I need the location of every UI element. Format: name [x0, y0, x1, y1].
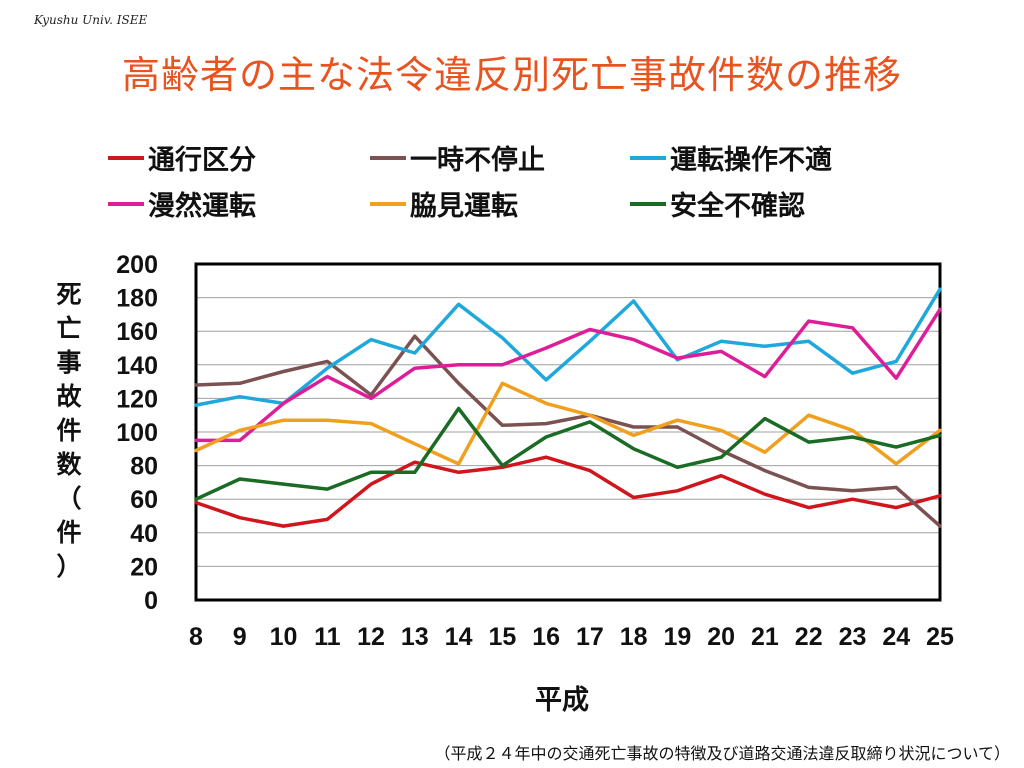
series-line-3: [194, 307, 942, 443]
legend-swatch-5: [630, 201, 666, 206]
x-tick-label: 19: [664, 623, 692, 651]
y-axis-label-char: 事: [56, 348, 82, 377]
series-line-4: [194, 381, 942, 466]
y-axis-label: 死亡事故件数（件）: [52, 278, 86, 584]
x-tick-label: 12: [357, 623, 385, 651]
series-line-1: [194, 334, 942, 528]
y-tick-label: 180: [116, 285, 158, 313]
y-tick-label: 20: [130, 553, 158, 581]
x-tick-label: 21: [751, 623, 779, 651]
organization-label: Kyushu Univ. ISEE: [34, 13, 148, 27]
x-tick-label: 24: [882, 623, 910, 651]
legend-item-4: 脇見運転: [370, 184, 518, 223]
y-axis-label-char: ）: [56, 552, 82, 581]
legend-swatch-3: [108, 201, 144, 206]
y-axis-label-char: 亡: [56, 314, 82, 343]
legend-label-3: 漫然運転: [148, 191, 256, 222]
legend-item-0: 通行区分: [108, 138, 256, 177]
x-tick-label: 9: [233, 623, 247, 651]
legend-item-2: 運転操作不適: [630, 138, 832, 177]
x-tick-label: 11: [314, 623, 341, 651]
x-tick-label: 10: [270, 623, 298, 651]
y-tick-label: 0: [144, 587, 158, 615]
y-axis-label-char: 数: [56, 450, 82, 479]
legend-swatch-1: [370, 155, 406, 160]
x-tick-label: 13: [401, 623, 429, 651]
y-axis-label-char: 件: [56, 416, 82, 445]
y-tick-label: 40: [130, 520, 158, 548]
series-line-0: [194, 455, 942, 528]
x-tick-label: 22: [795, 623, 823, 651]
x-tick-label: 18: [620, 623, 648, 651]
source-note: （平成２４年中の交通死亡事故の特徴及び道路交通法違反取締り状況について）: [434, 744, 1010, 763]
legend-swatch-0: [108, 155, 144, 160]
x-tick-label: 14: [445, 623, 473, 651]
y-tick-label: 160: [116, 318, 158, 346]
y-tick-label: 200: [116, 251, 158, 279]
legend-label-5: 安全不確認: [670, 191, 805, 222]
legend-swatch-2: [630, 155, 666, 160]
x-tick-label: 23: [839, 623, 867, 651]
legend-item-5: 安全不確認: [630, 184, 805, 223]
legend-item-1: 一時不停止: [370, 138, 545, 177]
y-tick-label: 100: [116, 419, 158, 447]
x-tick-label: 8: [189, 623, 203, 651]
x-tick-label: 15: [488, 623, 516, 651]
series-line-5: [194, 406, 942, 501]
legend-label-0: 通行区分: [148, 145, 256, 176]
y-axis-label-char: 件: [56, 518, 82, 547]
y-axis-label-char: （: [56, 484, 82, 513]
legend-label-1: 一時不停止: [410, 145, 545, 176]
y-axis-label-char: 死: [56, 280, 82, 309]
legend-swatch-4: [370, 201, 406, 206]
x-axis-label: 平成: [535, 685, 589, 716]
legend-label-2: 運転操作不適: [670, 145, 832, 176]
y-tick-label: 140: [116, 352, 158, 380]
legend-label-4: 脇見運転: [410, 191, 518, 222]
legend-item-3: 漫然運転: [108, 184, 256, 223]
series-line-2: [194, 287, 942, 407]
y-tick-label: 80: [130, 453, 158, 481]
x-tick-label: 20: [707, 623, 735, 651]
y-tick-label: 60: [130, 486, 158, 514]
x-tick-label: 17: [576, 623, 604, 651]
y-tick-label: 120: [116, 385, 158, 413]
y-axis-label-char: 故: [56, 382, 82, 411]
page-title: 高齢者の主な法令違反別死亡事故件数の推移: [121, 53, 902, 97]
x-tick-label: 25: [926, 623, 954, 651]
x-tick-label: 16: [532, 623, 560, 651]
